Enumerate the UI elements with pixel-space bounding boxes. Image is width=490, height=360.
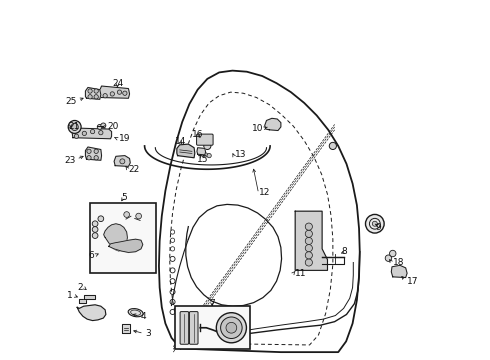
Polygon shape xyxy=(72,128,112,139)
Text: 25: 25 xyxy=(66,96,77,105)
FancyBboxPatch shape xyxy=(180,312,189,344)
Circle shape xyxy=(88,95,92,99)
Circle shape xyxy=(122,91,127,95)
Text: 19: 19 xyxy=(119,134,130,143)
FancyBboxPatch shape xyxy=(190,312,198,344)
Circle shape xyxy=(136,213,142,219)
Text: 6: 6 xyxy=(89,251,95,260)
Circle shape xyxy=(88,89,92,93)
Polygon shape xyxy=(100,86,129,98)
Circle shape xyxy=(203,153,208,157)
Polygon shape xyxy=(79,299,87,303)
Polygon shape xyxy=(197,148,205,155)
Text: 16: 16 xyxy=(192,130,203,139)
Circle shape xyxy=(216,313,246,343)
Circle shape xyxy=(110,92,115,96)
Circle shape xyxy=(94,149,98,153)
Text: 7: 7 xyxy=(209,299,215,308)
Circle shape xyxy=(91,130,95,134)
Circle shape xyxy=(101,123,106,128)
FancyBboxPatch shape xyxy=(90,203,156,273)
Polygon shape xyxy=(77,305,106,320)
Text: 3: 3 xyxy=(146,329,151,338)
Polygon shape xyxy=(85,147,101,160)
Circle shape xyxy=(74,134,78,138)
Text: 2: 2 xyxy=(77,283,83,292)
FancyBboxPatch shape xyxy=(175,306,250,348)
Circle shape xyxy=(305,223,313,230)
Text: 15: 15 xyxy=(197,155,208,164)
Circle shape xyxy=(97,125,102,130)
Circle shape xyxy=(103,94,107,98)
Circle shape xyxy=(305,237,313,244)
Circle shape xyxy=(94,156,98,160)
Polygon shape xyxy=(84,295,95,299)
Polygon shape xyxy=(392,265,407,278)
Text: 8: 8 xyxy=(342,247,347,256)
Circle shape xyxy=(120,159,125,164)
Text: 21: 21 xyxy=(69,122,80,131)
Circle shape xyxy=(305,252,313,259)
Text: 20: 20 xyxy=(107,122,118,131)
Circle shape xyxy=(82,131,87,135)
Circle shape xyxy=(204,142,211,149)
Circle shape xyxy=(92,226,98,232)
Polygon shape xyxy=(265,118,281,131)
Circle shape xyxy=(207,153,211,158)
Circle shape xyxy=(366,215,384,233)
Polygon shape xyxy=(104,224,127,251)
Text: 24: 24 xyxy=(112,80,123,89)
Text: 13: 13 xyxy=(235,150,246,159)
Polygon shape xyxy=(109,239,143,252)
Text: 12: 12 xyxy=(259,188,270,197)
Circle shape xyxy=(390,250,396,257)
Polygon shape xyxy=(114,156,130,166)
Circle shape xyxy=(124,212,129,217)
FancyBboxPatch shape xyxy=(196,134,213,145)
Polygon shape xyxy=(177,144,195,158)
Text: 10: 10 xyxy=(252,123,264,132)
Circle shape xyxy=(94,89,98,93)
Text: 17: 17 xyxy=(407,276,418,285)
Circle shape xyxy=(372,221,377,226)
Circle shape xyxy=(87,156,91,160)
Text: 4: 4 xyxy=(141,312,147,321)
Ellipse shape xyxy=(128,309,143,317)
Polygon shape xyxy=(122,324,129,333)
Polygon shape xyxy=(85,87,101,99)
Text: 1: 1 xyxy=(67,291,73,300)
Circle shape xyxy=(117,90,122,94)
Circle shape xyxy=(200,151,204,155)
Circle shape xyxy=(92,221,98,226)
Circle shape xyxy=(68,121,81,134)
Text: 5: 5 xyxy=(121,193,126,202)
Circle shape xyxy=(329,142,337,149)
Text: 9: 9 xyxy=(375,223,381,232)
Text: 14: 14 xyxy=(175,137,186,146)
Circle shape xyxy=(92,233,98,238)
Circle shape xyxy=(87,149,91,153)
Text: 11: 11 xyxy=(294,269,306,278)
Circle shape xyxy=(305,230,313,237)
Circle shape xyxy=(71,123,78,131)
Text: 23: 23 xyxy=(64,156,76,165)
Circle shape xyxy=(98,216,104,222)
Polygon shape xyxy=(295,211,327,270)
Circle shape xyxy=(226,322,237,333)
Circle shape xyxy=(220,317,242,338)
Text: 18: 18 xyxy=(393,258,404,267)
Circle shape xyxy=(98,131,103,135)
Circle shape xyxy=(94,95,98,99)
Text: 22: 22 xyxy=(128,165,140,174)
Circle shape xyxy=(305,244,313,252)
Circle shape xyxy=(305,259,313,266)
Circle shape xyxy=(385,255,392,261)
